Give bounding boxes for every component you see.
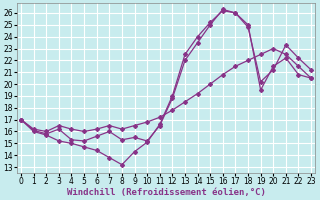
X-axis label: Windchill (Refroidissement éolien,°C): Windchill (Refroidissement éolien,°C) [67,188,266,197]
